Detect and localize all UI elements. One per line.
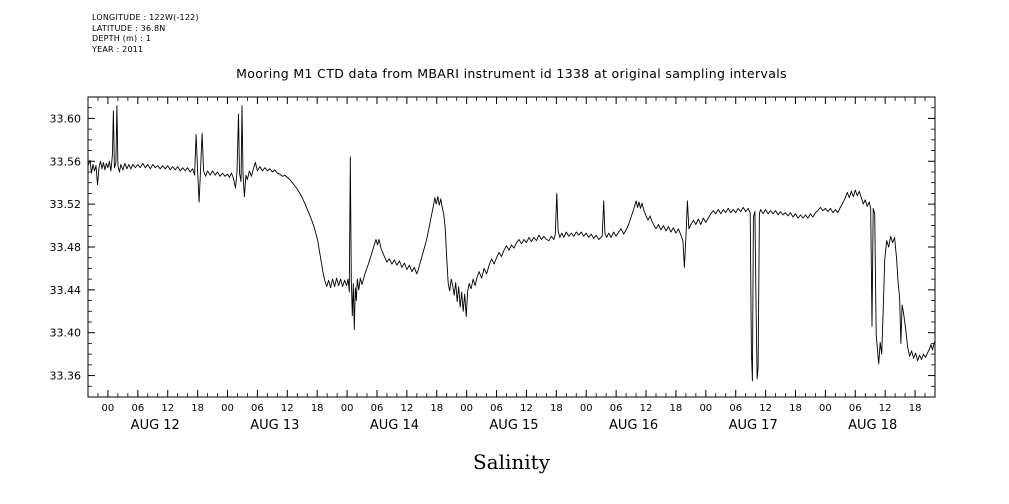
x-day-label: AUG 16 bbox=[609, 418, 658, 433]
meta-line-longitude: LONGITUDE : 122W(-122) bbox=[92, 13, 199, 22]
x-hour-tick-label: 06 bbox=[251, 403, 264, 414]
x-hour-tick-label: 00 bbox=[102, 403, 115, 414]
x-hour-tick-label: 12 bbox=[640, 403, 653, 414]
y-tick-label: 33.56 bbox=[50, 155, 82, 168]
x-axis-title: Salinity bbox=[472, 450, 551, 474]
y-tick-label: 33.52 bbox=[50, 198, 82, 211]
x-day-label: AUG 13 bbox=[250, 418, 299, 433]
x-day-label: AUG 18 bbox=[848, 418, 897, 433]
x-hour-tick-label: 00 bbox=[699, 403, 712, 414]
x-hour-tick-label: 12 bbox=[759, 403, 772, 414]
x-hour-tick-label: 12 bbox=[520, 403, 533, 414]
y-tick-label: 33.44 bbox=[50, 284, 82, 297]
x-hour-tick-label: 06 bbox=[490, 403, 503, 414]
x-hour-tick-label: 18 bbox=[550, 403, 563, 414]
x-hour-tick-label: 06 bbox=[610, 403, 623, 414]
station-metadata-block: LONGITUDE : 122W(-122) LATITUDE : 36.8N … bbox=[92, 13, 199, 55]
y-tick-label: 33.60 bbox=[50, 112, 82, 125]
x-hour-tick-label: 00 bbox=[460, 403, 473, 414]
y-tick-label: 33.40 bbox=[50, 327, 82, 340]
x-hour-tick-label: 12 bbox=[401, 403, 414, 414]
meta-line-latitude: LATITUDE : 36.8N bbox=[92, 23, 166, 33]
x-hour-tick-label: 18 bbox=[311, 403, 324, 414]
x-day-label: AUG 17 bbox=[729, 418, 778, 433]
y-tick-label: 33.36 bbox=[50, 370, 82, 383]
x-hour-tick-label: 00 bbox=[341, 403, 354, 414]
x-hour-tick-label: 06 bbox=[131, 403, 144, 414]
x-day-label: AUG 15 bbox=[489, 418, 538, 433]
meta-line-depth: DEPTH (m) : 1 bbox=[92, 34, 151, 43]
x-hour-tick-label: 00 bbox=[580, 403, 593, 414]
x-hour-tick-label: 12 bbox=[879, 403, 892, 414]
x-hour-tick-label: 18 bbox=[670, 403, 683, 414]
chart-title: Mooring M1 CTD data from MBARI instrumen… bbox=[236, 66, 787, 81]
x-hour-tick-label: 06 bbox=[729, 403, 742, 414]
x-hour-tick-label: 18 bbox=[430, 403, 443, 414]
x-hour-tick-label: 18 bbox=[789, 403, 802, 414]
x-hour-tick-label: 12 bbox=[161, 403, 174, 414]
x-hour-tick-label: 00 bbox=[819, 403, 832, 414]
x-axis: 00 06 12 18 AUG 12 00 06 12 18 AUG 13 00 06 12 18 AUG … bbox=[97, 97, 926, 433]
plot-frame bbox=[87, 96, 936, 398]
x-day-label: AUG 14 bbox=[370, 418, 419, 433]
x-hour-tick-label: 06 bbox=[849, 403, 862, 414]
x-hour-tick-label: 12 bbox=[281, 403, 294, 414]
x-hour-tick-label: 18 bbox=[909, 403, 922, 414]
y-axis: 33.36 33.40 33.44 33.48 33.52 33.56 33.60 bbox=[50, 107, 935, 387]
data-series-line bbox=[87, 105, 936, 382]
y-tick-label: 33.48 bbox=[50, 241, 82, 254]
x-hour-tick-label: 18 bbox=[191, 403, 204, 414]
x-hour-tick-label: 00 bbox=[221, 403, 234, 414]
x-hour-tick-label: 06 bbox=[371, 403, 384, 414]
meta-line-year: YEAR : 2011 bbox=[92, 44, 144, 54]
x-day-label: AUG 12 bbox=[131, 418, 180, 433]
